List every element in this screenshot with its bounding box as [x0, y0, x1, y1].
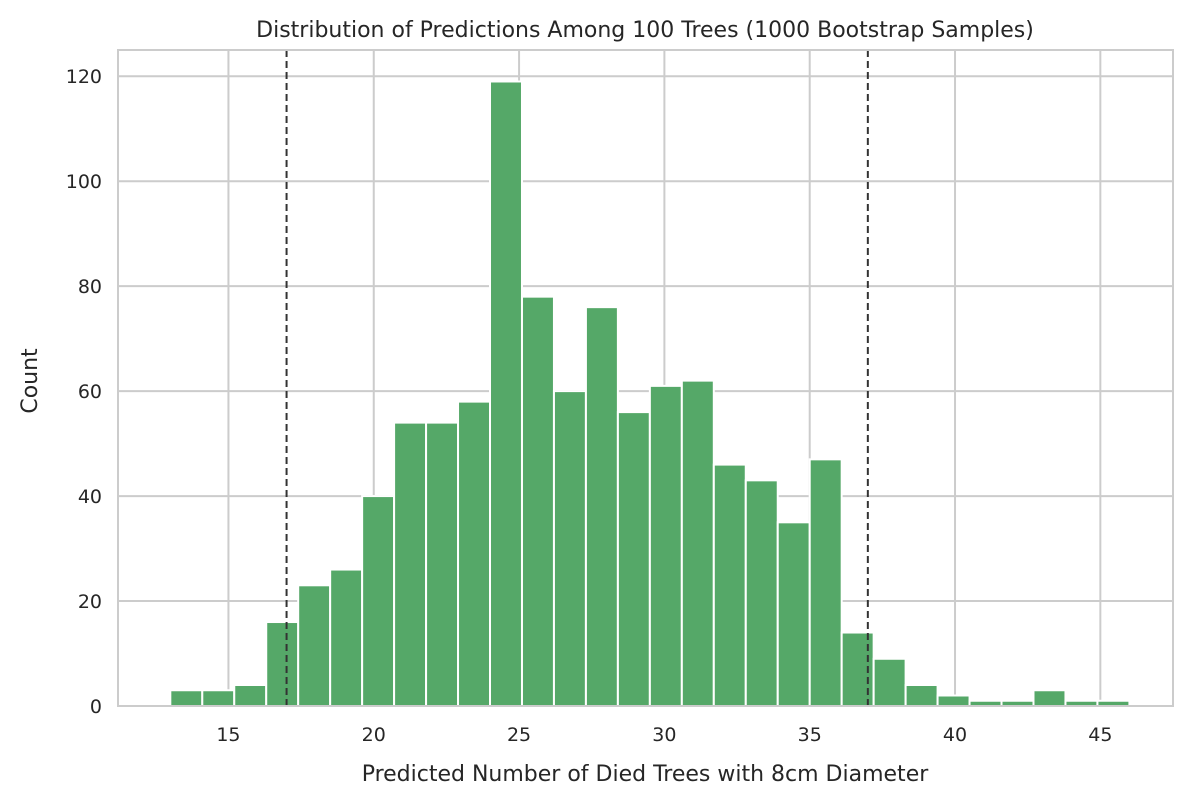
y-tick-label: 60: [78, 381, 102, 403]
y-tick-label: 0: [90, 696, 102, 718]
histogram-bar: [616, 411, 651, 707]
histogram-bar: [936, 694, 971, 708]
grid-lines: [118, 50, 1173, 707]
x-tick-label: 15: [216, 724, 240, 746]
x-tick-label: 35: [798, 724, 822, 746]
histogram-bar: [1032, 689, 1067, 707]
histogram-bar: [457, 400, 492, 707]
histogram-bar: [169, 689, 204, 707]
y-tick-label: 40: [78, 486, 102, 508]
histogram-bar: [361, 495, 396, 707]
x-tick-label: 30: [652, 724, 676, 746]
histogram-bar: [872, 657, 907, 708]
y-tick-label: 80: [78, 276, 102, 298]
histogram-bar: [297, 584, 332, 708]
x-tick-label: 40: [943, 724, 967, 746]
y-tick-label: 120: [66, 66, 102, 88]
x-tick-label: 25: [507, 724, 531, 746]
y-tick-label: 100: [66, 171, 102, 193]
histogram-bar: [680, 379, 715, 707]
y-tick-labels: 0 20 40 60 80 100 120: [66, 66, 102, 718]
histogram-bar: [808, 458, 843, 707]
histogram-bar: [265, 621, 300, 707]
histogram-bar: [552, 390, 587, 707]
histogram-bar: [584, 306, 619, 707]
plot-frame: [117, 49, 1174, 707]
histogram-bar: [425, 421, 460, 707]
histogram-bar: [904, 684, 939, 707]
chart-title: Distribution of Predictions Among 100 Tr…: [256, 18, 1034, 43]
histogram-bar: [393, 421, 428, 707]
histogram-bar: [233, 684, 268, 707]
histogram-bar: [329, 568, 364, 707]
x-tick-label: 20: [362, 724, 386, 746]
histogram-bar: [201, 689, 236, 707]
histogram-bars: [169, 80, 1131, 708]
y-tick-label: 20: [78, 591, 102, 613]
histogram-bar: [489, 80, 523, 708]
y-axis-label: Count: [18, 348, 43, 414]
x-tick-label: 45: [1088, 724, 1112, 746]
histogram-bar: [648, 384, 683, 707]
histogram-bar: [712, 463, 747, 708]
x-tick-labels: 15 20 25 30 35 40 45: [216, 724, 1112, 746]
histogram-bar: [776, 521, 811, 707]
histogram-bar: [744, 479, 779, 707]
x-axis-label: Predicted Number of Died Trees with 8cm …: [362, 762, 930, 787]
histogram-bar: [840, 631, 875, 708]
histogram-bar: [520, 295, 555, 707]
